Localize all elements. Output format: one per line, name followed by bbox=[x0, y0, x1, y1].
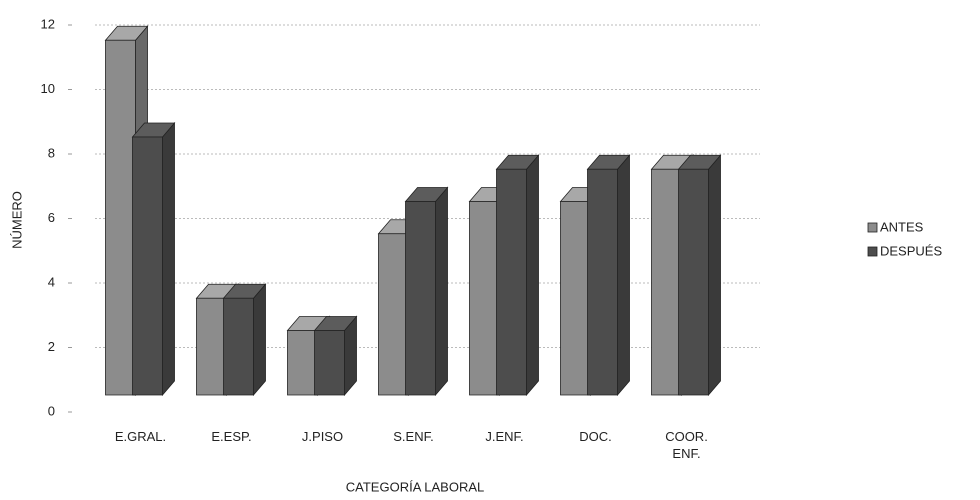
y-tick-label: 12 bbox=[41, 16, 55, 31]
x-tick-label: E.ESP. bbox=[211, 429, 252, 444]
bar-face bbox=[708, 154, 721, 397]
bar-face bbox=[314, 330, 345, 396]
legend-swatch bbox=[867, 246, 878, 257]
legend-swatch bbox=[867, 222, 878, 233]
bar-face bbox=[405, 201, 436, 396]
x-tick-label: J.PISO bbox=[301, 429, 344, 444]
y-tick-label: 6 bbox=[48, 210, 55, 225]
x-axis-label: CATEGORÍA LABORAL bbox=[346, 479, 484, 494]
bar-face bbox=[378, 233, 409, 396]
legend-label: DESPUÉS bbox=[880, 243, 942, 258]
bar bbox=[677, 154, 722, 397]
bar-face bbox=[678, 168, 709, 396]
bar-face bbox=[253, 283, 266, 397]
bar bbox=[313, 315, 358, 397]
bar-face bbox=[223, 297, 254, 396]
x-tick-label: S.ENF. bbox=[393, 429, 434, 444]
x-tick-label: COOR. ENF. bbox=[665, 429, 708, 461]
y-tick-label: 8 bbox=[48, 145, 55, 160]
x-tick-label: J.ENF. bbox=[485, 429, 524, 444]
bar-face bbox=[496, 168, 527, 396]
bar bbox=[222, 283, 267, 397]
y-tick-label: 4 bbox=[48, 274, 55, 289]
bar-face bbox=[105, 39, 136, 396]
bar bbox=[404, 186, 449, 397]
y-tick-label: 10 bbox=[41, 81, 55, 96]
bar-face bbox=[435, 186, 448, 397]
bar-face bbox=[526, 154, 539, 397]
bar-face bbox=[287, 330, 318, 396]
bar-face bbox=[469, 201, 500, 396]
bar bbox=[495, 154, 540, 397]
bar-face bbox=[162, 121, 175, 397]
x-tick-label: E.GRAL. bbox=[114, 429, 167, 444]
legend-label: ANTES bbox=[880, 219, 924, 234]
bar-face bbox=[132, 136, 163, 396]
x-tick-label: DOC. bbox=[579, 429, 612, 444]
bar bbox=[131, 121, 176, 397]
bar-face bbox=[651, 168, 682, 396]
y-axis-label: NÚMERO bbox=[9, 191, 24, 249]
y-tick-label: 2 bbox=[48, 339, 55, 354]
bar-face bbox=[196, 297, 227, 396]
bar-face bbox=[617, 154, 630, 397]
bar bbox=[586, 154, 631, 397]
bar-face bbox=[560, 201, 591, 396]
y-tick-label: 0 bbox=[48, 403, 55, 418]
bar-face bbox=[587, 168, 618, 396]
